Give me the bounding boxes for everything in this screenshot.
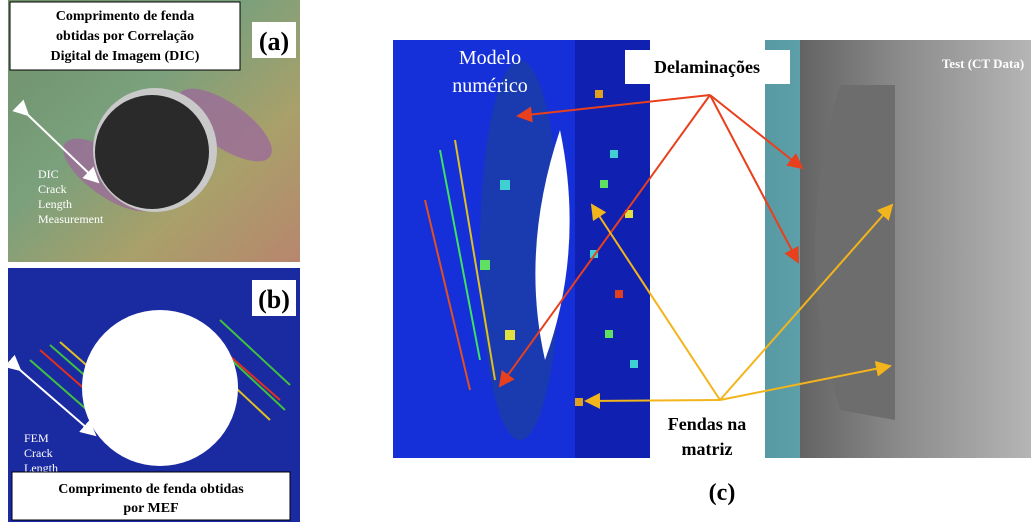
annotation: DIC	[38, 167, 59, 181]
test-label: Test (CT Data)	[942, 56, 1024, 71]
caption: Comprimento de fenda obtidas	[58, 482, 244, 497]
panel-label: (b)	[258, 285, 290, 314]
caption: Comprimento de fenda	[56, 9, 194, 24]
hole	[82, 310, 238, 466]
caption: obtidas por Correlação	[56, 29, 194, 44]
panel-label: (a)	[259, 27, 289, 56]
panel-a: Comprimento de fenda obtidas por Correla…	[8, 0, 300, 262]
ct-edge	[765, 40, 800, 458]
ct-image	[765, 40, 1031, 458]
caption: Digital de Imagem (DIC)	[51, 49, 200, 64]
annotation: FEM	[24, 431, 49, 445]
matrix-crack-label: Fendas na	[668, 414, 747, 434]
annotation: Length	[38, 197, 72, 211]
annotation: Crack	[38, 182, 67, 196]
panel-b: (b) FEM Crack Length Comprimento de fend…	[8, 268, 300, 522]
model-label: numérico	[452, 75, 528, 97]
annotation: Crack	[24, 446, 53, 460]
hole	[95, 95, 209, 209]
figure: Comprimento de fenda obtidas por Correla…	[0, 0, 1031, 522]
annotation: Measurement	[38, 212, 104, 226]
model-label: Modelo	[459, 47, 521, 69]
panel-label: (c)	[709, 480, 736, 506]
panel-c: Modelo numérico Test (CT Data) Delaminaç…	[393, 40, 1031, 506]
page: {"panel_a": {"label": "(a)", "caption_li…	[0, 0, 1031, 522]
matrix-crack-label: matriz	[682, 439, 733, 459]
caption: por MEF	[123, 501, 178, 516]
delamination-label: Delaminações	[654, 57, 760, 77]
